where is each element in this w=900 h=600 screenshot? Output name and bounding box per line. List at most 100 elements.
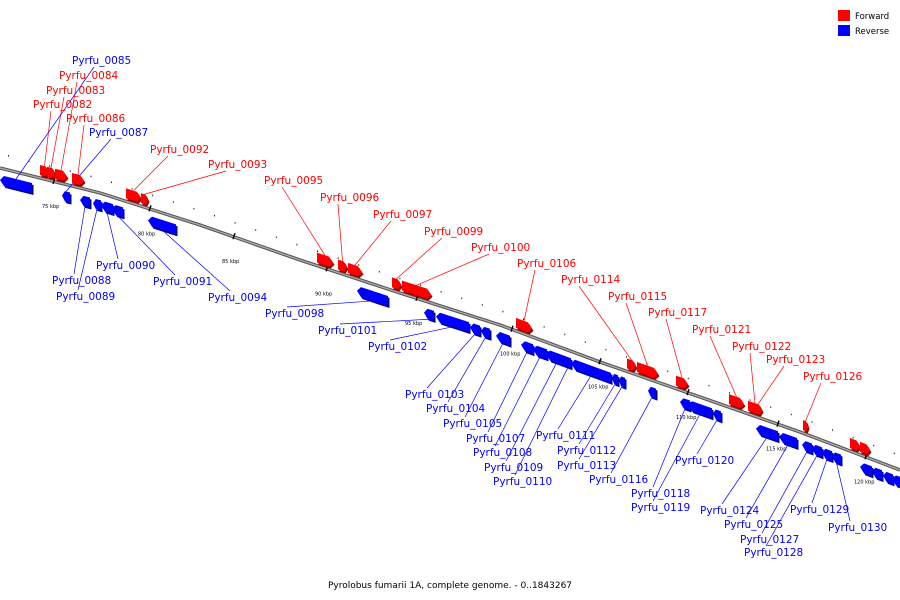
pyrfu-0112-glyph[interactable] <box>612 373 618 386</box>
gene-label-pyrfu-0115: Pyrfu_0115 <box>608 291 667 303</box>
pyrfu-0087-glyph[interactable] <box>62 191 70 203</box>
pyrfu-0104-glyph[interactable] <box>481 326 490 339</box>
gene-glyph[interactable] <box>860 441 870 455</box>
gene-glyph[interactable] <box>860 463 872 477</box>
pyrfu-0097-glyph[interactable] <box>348 262 362 277</box>
label-connector <box>836 462 851 522</box>
pyrfu-0123-glyph[interactable] <box>754 402 762 415</box>
label-connector <box>77 209 98 291</box>
label-connector <box>578 285 632 361</box>
gene-label-pyrfu-0111: Pyrfu_0111 <box>536 430 595 442</box>
pyrfu-0116-glyph[interactable] <box>648 386 656 399</box>
gene-glyph[interactable] <box>872 467 882 481</box>
label-connector <box>721 437 768 505</box>
pyrfu-0128-glyph[interactable] <box>812 444 822 458</box>
minor-tick <box>667 370 669 373</box>
pyrfu-0084-glyph[interactable] <box>55 168 67 181</box>
connector-layer <box>15 66 851 547</box>
gene-label-pyrfu-0109: Pyrfu_0109 <box>484 462 543 474</box>
label-layer: Pyrfu_0082 Pyrfu_0083 Pyrfu_0084 Pyrfu_0086… <box>33 55 887 559</box>
minor-tick <box>111 181 112 184</box>
pyrfu-0130-glyph[interactable] <box>832 452 841 465</box>
pyrfu-0124-glyph[interactable] <box>756 425 778 442</box>
pyrfu-0118-glyph[interactable] <box>680 398 690 411</box>
pyrfu-0117-glyph[interactable] <box>676 375 688 389</box>
pyrfu-0127-glyph[interactable] <box>802 441 812 454</box>
pyrfu-0100-glyph[interactable] <box>402 280 431 299</box>
pyrfu-0083-glyph[interactable] <box>47 166 55 179</box>
label-connector <box>652 408 686 488</box>
pyrfu-0115-glyph[interactable] <box>637 361 658 378</box>
pyrfu-0094-glyph[interactable] <box>148 216 176 235</box>
pyrfu-0099-glyph[interactable] <box>392 277 401 290</box>
pyrfu-0113-glyph[interactable] <box>619 376 625 388</box>
gene-label-pyrfu-0092: Pyrfu_0092 <box>150 144 209 156</box>
pyrfu-0111-glyph[interactable] <box>571 359 611 383</box>
major-tick <box>776 420 780 427</box>
pyrfu-0092-glyph[interactable] <box>126 188 141 202</box>
pyrfu-0103-glyph[interactable] <box>470 323 480 336</box>
label-connector <box>416 253 490 286</box>
label-connector <box>73 206 86 275</box>
pyrfu-0086-glyph[interactable] <box>72 173 84 185</box>
label-connector <box>106 212 119 260</box>
minor-tick <box>626 356 627 358</box>
minor-tick <box>873 444 875 447</box>
pyrfu-0098-glyph[interactable] <box>357 287 388 307</box>
label-connector <box>487 351 528 433</box>
gene-label-pyrfu-0086: Pyrfu_0086 <box>66 113 126 125</box>
minor-tick <box>729 392 730 394</box>
pyrfu-0120-glyph[interactable] <box>713 409 721 422</box>
pyrfu-0088-glyph[interactable] <box>80 195 90 208</box>
pyrfu-0095-glyph[interactable] <box>317 252 333 267</box>
gene-glyph[interactable] <box>850 438 860 451</box>
pyrfu-0125-glyph[interactable] <box>779 433 797 448</box>
pyrfu-0101-glyph[interactable] <box>424 308 434 321</box>
pyrfu-0114-glyph[interactable] <box>627 358 636 371</box>
pyrfu-0090-glyph[interactable] <box>101 201 113 215</box>
pyrfu-0119-glyph[interactable] <box>688 401 712 419</box>
gene-label-pyrfu-0119: Pyrfu_0119 <box>631 502 690 514</box>
minor-tick <box>687 377 689 380</box>
pyrfu-0093-glyph[interactable] <box>141 193 148 205</box>
label-connector <box>652 413 701 502</box>
minor-tick <box>832 429 833 431</box>
gene-label-pyrfu-0118: Pyrfu_0118 <box>631 488 690 500</box>
pyrfu-0096-glyph[interactable] <box>338 259 347 272</box>
gene-glyph[interactable] <box>893 475 900 487</box>
tick-label: 115 kbp <box>766 447 786 453</box>
tick-label: 100 kbp <box>500 352 520 358</box>
pyrfu-0129-glyph[interactable] <box>822 448 832 462</box>
pyrfu-0107-glyph[interactable] <box>521 341 533 355</box>
pyrfu-0106-glyph[interactable] <box>516 317 532 333</box>
pyrfu-0108-glyph[interactable] <box>533 345 547 360</box>
pyrfu-0105-glyph[interactable] <box>496 332 510 346</box>
pyrfu-0089-glyph[interactable] <box>93 198 101 211</box>
pyrfu-0082-glyph[interactable] <box>40 165 49 177</box>
minor-tick <box>214 214 215 217</box>
legend-label-reverse: Reverse <box>855 27 889 37</box>
pyrfu-0110-glyph[interactable] <box>565 356 571 369</box>
minor-tick <box>337 257 339 259</box>
gene-label-pyrfu-0088: Pyrfu_0088 <box>52 275 111 287</box>
label-connector <box>337 203 343 262</box>
gene-layer <box>0 165 900 489</box>
pyrfu-0091-glyph[interactable] <box>112 205 123 218</box>
tick-label: 95 kbp <box>405 321 422 327</box>
major-tick <box>232 232 236 240</box>
pyrfu-0085-glyph[interactable] <box>0 176 32 193</box>
gene-label-pyrfu-0117: Pyrfu_0117 <box>648 307 707 319</box>
label-connector <box>396 237 443 280</box>
gene-glyph[interactable] <box>883 471 893 485</box>
minor-tick <box>543 326 545 328</box>
pyrfu-0126-glyph[interactable] <box>803 420 808 432</box>
minor-tick <box>399 277 401 280</box>
pyrfu-0102-glyph[interactable] <box>436 312 469 333</box>
gene-label-pyrfu-0093: Pyrfu_0093 <box>208 159 267 171</box>
pyrfu-0121-glyph[interactable] <box>729 394 744 408</box>
gene-label-pyrfu-0124: Pyrfu_0124 <box>700 505 760 517</box>
minor-tick <box>296 243 298 246</box>
minor-tick <box>28 160 30 162</box>
pyrfu-0109-glyph[interactable] <box>546 350 567 367</box>
minor-tick <box>502 310 504 313</box>
